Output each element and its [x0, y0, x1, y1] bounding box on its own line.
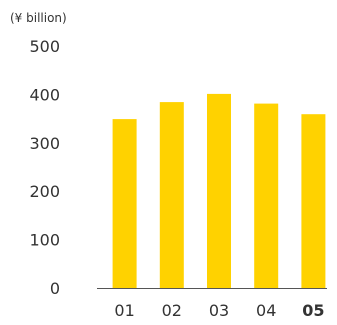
y-tick-label: 500: [29, 37, 60, 56]
bars: [112, 93, 326, 289]
y-axis: 0 100 200 300 400 500: [29, 37, 60, 298]
y-tick-label: 0: [50, 279, 60, 298]
y-tick-label: 100: [29, 231, 60, 250]
x-axis: 01 02 03 04 05: [114, 301, 324, 320]
x-tick-label-05: 05: [302, 301, 324, 320]
x-tick-label-03: 03: [209, 301, 229, 320]
bar-05: [301, 114, 326, 288]
x-tick-label-04: 04: [256, 301, 276, 320]
x-tick-label-01: 01: [114, 301, 134, 320]
x-tick-label-02: 02: [162, 301, 182, 320]
unit-label: (¥ billion): [10, 11, 67, 25]
y-tick-label: 200: [29, 182, 60, 201]
bar-01: [112, 119, 137, 288]
bar-03: [207, 93, 231, 289]
y-tick-label: 300: [29, 134, 60, 153]
bar-02: [159, 102, 184, 288]
y-tick-label: 400: [29, 85, 60, 104]
bar-04: [254, 103, 279, 288]
